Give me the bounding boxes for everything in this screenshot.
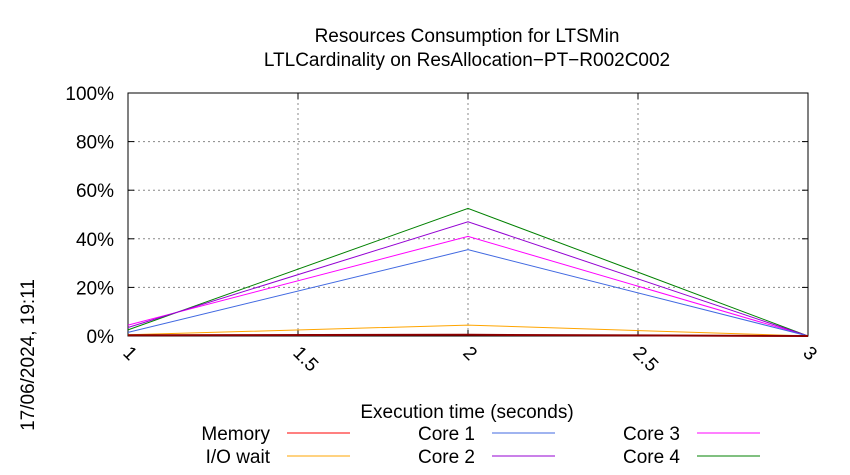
chart-subtitle: LTLCardinality on ResAllocation−PT−R002C…: [264, 50, 670, 71]
x-tick-label: 3: [798, 343, 820, 365]
y-tick-label: 80%: [76, 133, 114, 154]
series-line-core-3: [127, 235, 809, 337]
legend-label: Core 4: [623, 447, 680, 468]
series-line-memory: [127, 333, 809, 337]
x-axis-label: Execution time (seconds): [360, 402, 573, 423]
timestamp-label: 17/06/2024, 19:11: [18, 279, 39, 431]
series-line-i-o-wait: [127, 324, 809, 337]
x-tick-label: 2: [458, 343, 480, 365]
x-tick-label: 1.5: [288, 343, 322, 377]
series-line-core-4: [127, 207, 809, 337]
legend-label: Memory: [201, 424, 270, 445]
legend-label: I/O wait: [206, 447, 271, 468]
y-tick-label: 0%: [87, 327, 115, 348]
y-tick-label: 60%: [76, 181, 114, 202]
x-tick-label: 1: [118, 343, 140, 365]
y-axis: 0% 20% 40% 60% 80% 100%: [65, 84, 808, 348]
chart-title: Resources Consumption for LTSMin: [315, 26, 620, 47]
legend-label: Core 2: [418, 447, 475, 468]
series-line-core-2: [127, 221, 809, 337]
legend-label: Core 1: [418, 424, 475, 445]
series-lines: [127, 207, 809, 337]
x-axis: 1 1.5 2 2.5 3: [118, 93, 821, 377]
legend-label: Core 3: [623, 424, 680, 445]
series-line-core-1: [127, 249, 809, 337]
y-tick-label: 100%: [65, 84, 114, 105]
x-tick-label: 2.5: [628, 343, 662, 377]
y-tick-label: 40%: [76, 230, 114, 251]
y-tick-label: 20%: [76, 278, 114, 299]
grid: [128, 93, 808, 336]
